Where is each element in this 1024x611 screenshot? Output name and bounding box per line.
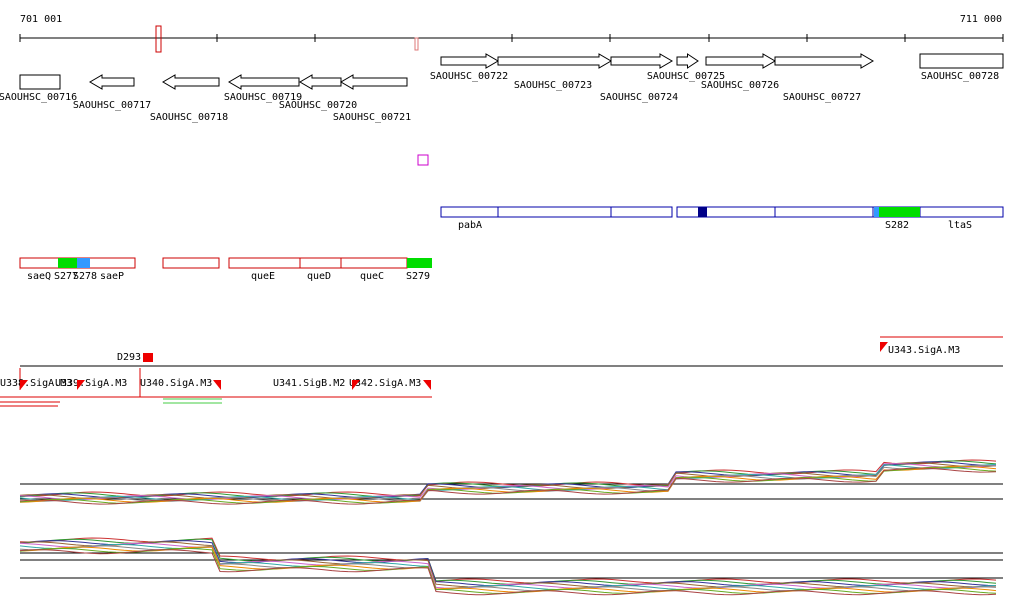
trace (19, 544, 997, 591)
promoter-label: D293 (117, 352, 141, 363)
promoter-label: U338.SigA.M3 (0, 378, 72, 389)
promoter-label: U340.SigA.M3 (140, 378, 212, 389)
gene (19, 74, 61, 90)
feature (676, 206, 776, 218)
feature (879, 207, 920, 217)
promoter-flag (20, 380, 28, 390)
ruler-marker (414, 37, 419, 51)
feature (874, 207, 879, 217)
feature (497, 206, 612, 218)
ruler-start: 701 001 (20, 14, 62, 25)
gene-label: SAOUHSC_00722 (430, 71, 508, 82)
promoter-flag (352, 380, 360, 390)
promoter-flag (423, 380, 431, 390)
ruler-ticks (19, 34, 1004, 42)
promoter-label: U342.SigA.M3 (349, 378, 421, 389)
feature (77, 258, 90, 268)
feature-label: ltaS (948, 220, 972, 231)
gene (228, 74, 300, 90)
trace (19, 459, 997, 497)
promoter-flag (880, 342, 888, 352)
promoter-label: U339.SigA.M3 (55, 378, 127, 389)
trace (19, 549, 997, 596)
feature (407, 258, 432, 268)
gene-label: SAOUHSC_00716 (0, 92, 77, 103)
promoter-spans (163, 398, 222, 404)
gene (340, 74, 408, 90)
ruler-end: 711 000 (960, 14, 1002, 25)
feature-label: queD (307, 271, 331, 282)
trace (19, 466, 997, 504)
feature (774, 206, 874, 218)
gene (440, 53, 499, 69)
feature-label: S279 (406, 271, 430, 282)
trace (19, 541, 997, 588)
trace (19, 467, 997, 505)
feature-label: S277 (54, 271, 78, 282)
gene (497, 53, 612, 69)
promoter-flag (213, 380, 221, 390)
promoter-label: U341.SigB.M2 (273, 378, 345, 389)
gene-label: SAOUHSC_00723 (514, 80, 592, 91)
gene-label: SAOUHSC_00720 (279, 100, 357, 111)
gene (774, 53, 874, 69)
feature-label: saeQ (27, 271, 51, 282)
promoter-label: U343.SigA.M3 (888, 345, 960, 356)
gene (676, 53, 699, 69)
promoter-spans (0, 368, 432, 407)
promoter-flag (77, 380, 85, 390)
gene-label: SAOUHSC_00719 (224, 92, 302, 103)
expression-traces (19, 459, 1003, 596)
gene (705, 53, 776, 69)
feature (58, 258, 77, 268)
gene-label: SAOUHSC_00726 (701, 80, 779, 91)
gene (89, 74, 135, 90)
gene-label: SAOUHSC_00724 (600, 92, 678, 103)
feature-label: S278 (73, 271, 97, 282)
ruler-marker (155, 25, 162, 53)
gene-label: SAOUHSC_00728 (921, 71, 999, 82)
gene-label: SAOUHSC_00725 (647, 71, 725, 82)
feature (440, 206, 499, 218)
feature (162, 257, 220, 269)
feature (698, 207, 707, 217)
gene (610, 53, 673, 69)
feature-label: pabA (458, 220, 482, 231)
gene (162, 74, 220, 90)
gene-label: SAOUHSC_00717 (73, 100, 151, 111)
gene-label: SAOUHSC_00727 (783, 92, 861, 103)
feature (610, 206, 673, 218)
feature-label: S282 (885, 220, 909, 231)
feature-label: queC (360, 271, 384, 282)
feature-label: saeP (100, 271, 124, 282)
gene-label: SAOUHSC_00718 (150, 112, 228, 123)
feature (299, 257, 342, 269)
feature (340, 257, 408, 269)
marker (417, 154, 429, 166)
gene-label: SAOUHSC_00721 (333, 112, 411, 123)
gene (919, 53, 1004, 69)
promoter (143, 353, 153, 362)
gene (299, 74, 342, 90)
feature-label: queE (251, 271, 275, 282)
feature (228, 257, 301, 269)
feature (919, 206, 1004, 218)
